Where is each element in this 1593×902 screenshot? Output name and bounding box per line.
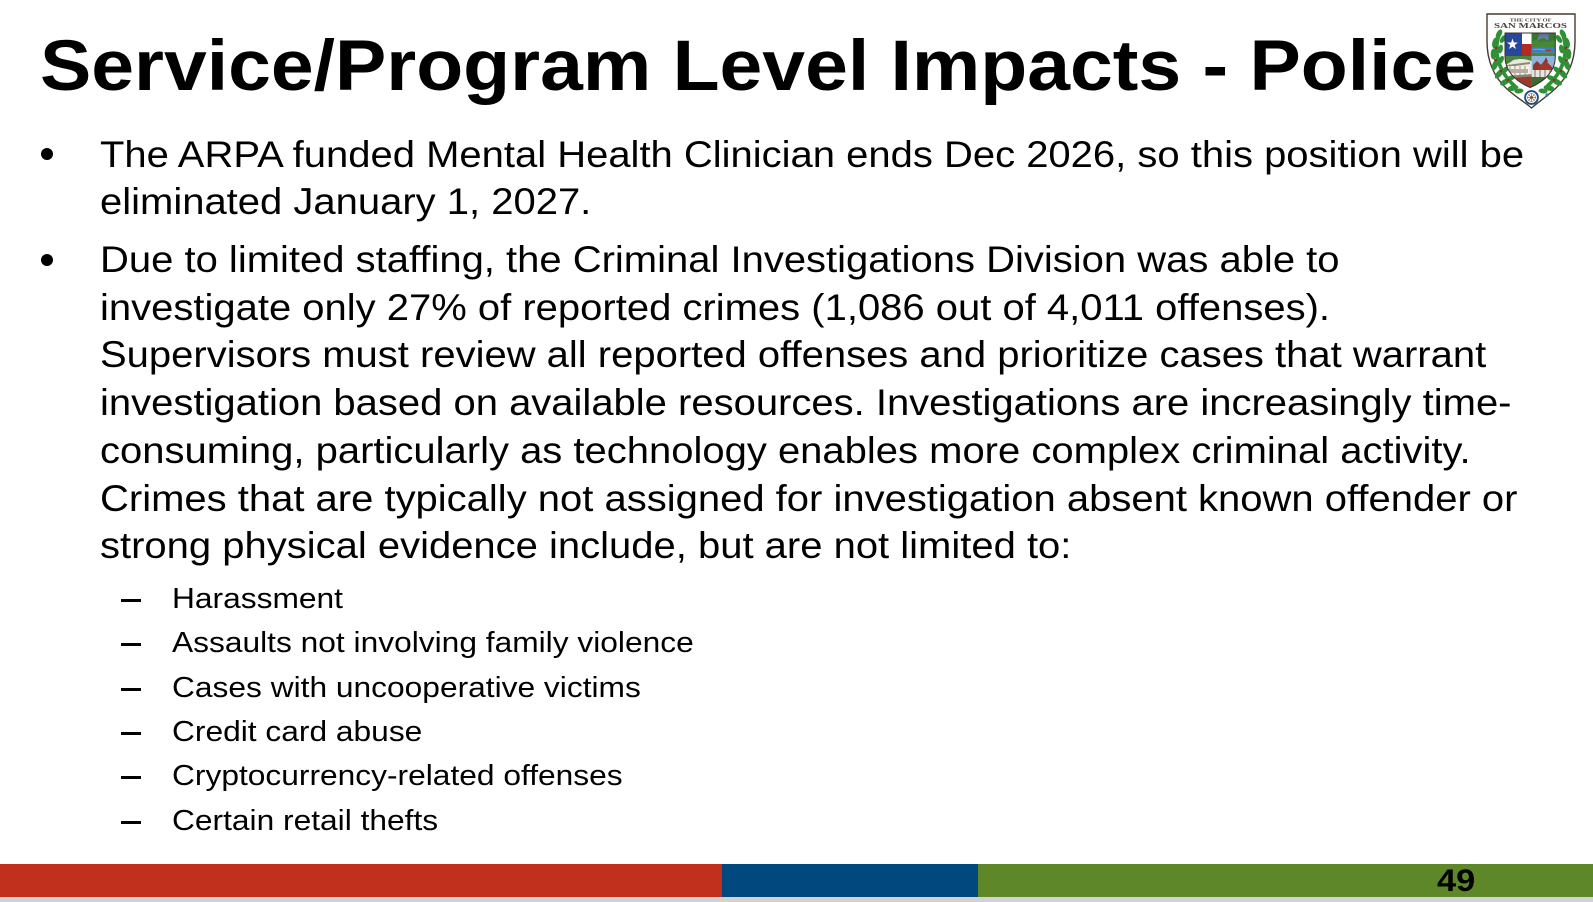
svg-text:SAN MARCOS: SAN MARCOS — [1494, 21, 1567, 30]
svg-text:THE CITY OF: THE CITY OF — [1510, 17, 1552, 22]
